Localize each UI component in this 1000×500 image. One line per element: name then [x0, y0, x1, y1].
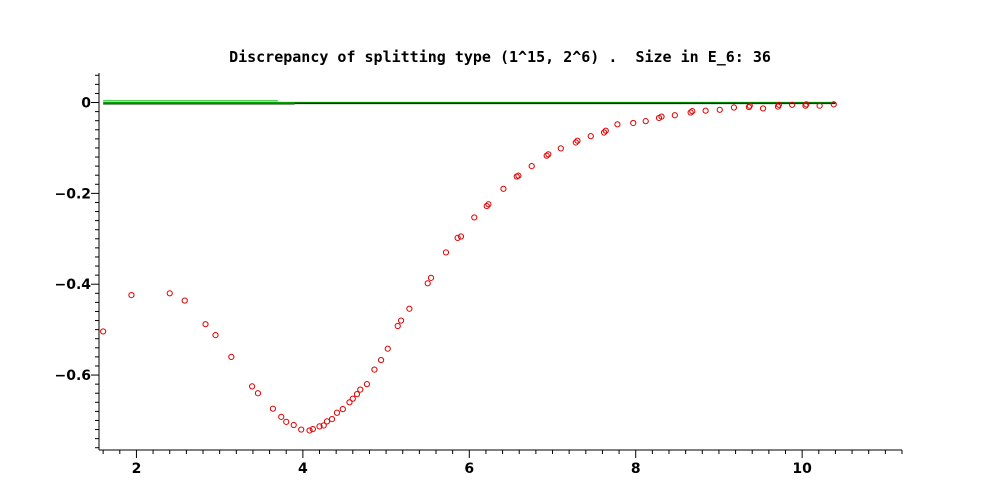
data-point: [298, 426, 305, 433]
data-point: [202, 321, 209, 328]
data-point: [630, 119, 637, 127]
data-point: [587, 133, 594, 140]
data-point: [702, 107, 709, 114]
data-point: [212, 331, 219, 339]
data-point: [309, 426, 316, 433]
data-point: [339, 406, 346, 413]
data-point: [500, 185, 507, 192]
data-point: [600, 129, 608, 136]
data-point: [100, 328, 107, 335]
data-point: [371, 366, 378, 373]
data-point: [427, 274, 435, 281]
data-point: [789, 101, 796, 108]
y-tick-label: −0.2: [54, 186, 91, 202]
data-point: [278, 413, 285, 420]
data-point: [687, 109, 694, 116]
data-point: [775, 101, 782, 108]
data-point: [333, 409, 341, 416]
data-points: [100, 101, 837, 434]
data-point: [397, 317, 405, 324]
y-tick-label: −0.4: [54, 277, 91, 293]
data-point: [377, 356, 385, 364]
data-point: [424, 280, 431, 287]
data-point: [671, 112, 678, 119]
data-point: [485, 201, 492, 208]
data-point: [574, 137, 581, 144]
data-point: [543, 152, 550, 159]
x-tick-label: 6: [464, 461, 474, 477]
x-tick-label: 8: [631, 461, 641, 477]
tick-labels: 2 4 6 8 10 0 −0.2 −0.4 −0.6: [54, 96, 812, 477]
data-point: [394, 322, 401, 330]
data-point: [406, 305, 413, 312]
data-point: [483, 202, 490, 210]
data-point: [572, 139, 579, 146]
data-point: [759, 105, 767, 112]
data-point: [320, 422, 327, 429]
data-point: [816, 102, 823, 109]
y-tick-label: −0.6: [54, 368, 91, 384]
chart-title: Discrepancy of splitting type (1^15, 2^6…: [229, 48, 771, 66]
data-point: [384, 345, 391, 352]
data-point: [454, 234, 461, 241]
data-point: [557, 145, 564, 152]
data-point: [328, 416, 336, 423]
data-point: [442, 249, 450, 256]
data-point: [716, 106, 723, 113]
data-point: [528, 163, 535, 170]
x-tick-label: 10: [792, 461, 812, 477]
data-point: [353, 391, 361, 398]
data-point: [689, 108, 696, 115]
data-point: [249, 383, 256, 390]
data-point: [803, 101, 810, 108]
data-point: [269, 405, 277, 412]
data-point: [471, 214, 478, 221]
data-point: [181, 297, 188, 304]
data-point: [658, 113, 665, 120]
data-point: [545, 151, 552, 158]
data-point: [642, 118, 649, 125]
data-point: [128, 292, 135, 299]
data-point: [602, 127, 609, 134]
data-point: [290, 421, 297, 429]
data-point: [349, 395, 356, 402]
data-point: [306, 427, 313, 434]
x-tick-label: 4: [298, 461, 308, 477]
data-point: [283, 418, 290, 425]
data-point: [746, 102, 753, 109]
data-point: [228, 353, 235, 360]
data-point: [254, 390, 262, 397]
data-point: [323, 418, 331, 425]
data-point: [346, 399, 353, 406]
plot-axes: [91, 73, 903, 458]
data-point: [830, 101, 837, 108]
x-tick-label: 2: [132, 461, 142, 477]
data-point: [166, 290, 173, 297]
data-point: [730, 104, 738, 111]
data-point: [316, 423, 323, 430]
data-point: [357, 386, 364, 393]
data-point: [515, 172, 522, 179]
data-point: [614, 121, 621, 128]
data-point: [363, 381, 371, 388]
data-point: [457, 233, 465, 240]
y-tick-label: 0: [81, 96, 91, 112]
reference-lines: [103, 100, 836, 105]
